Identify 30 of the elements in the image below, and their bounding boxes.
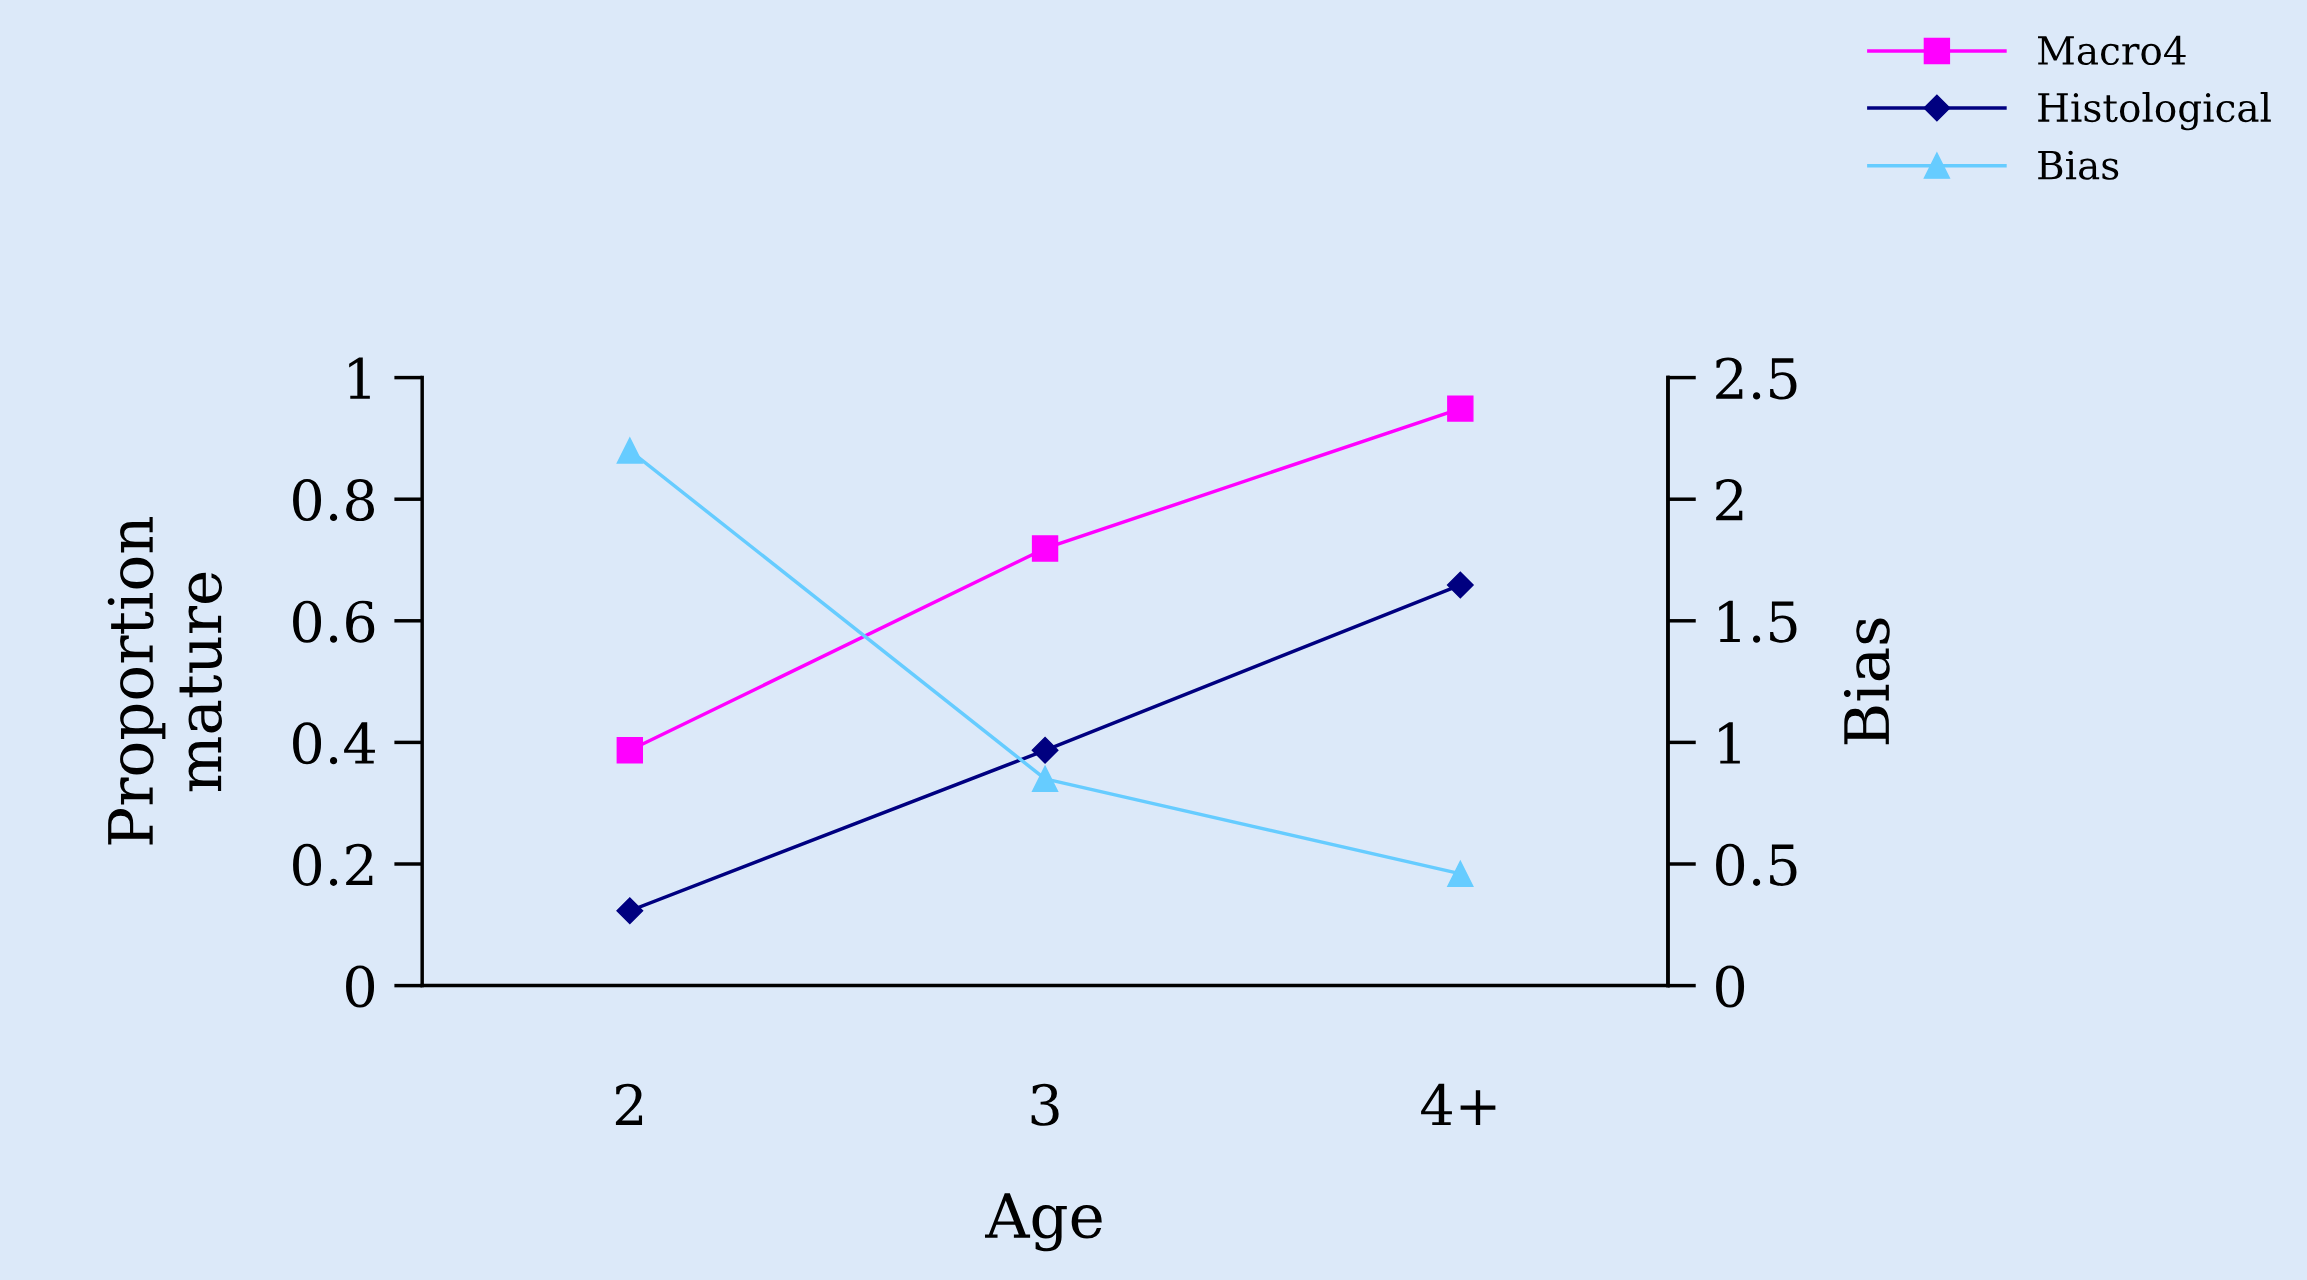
y-tick-label: 0 <box>346 965 375 1008</box>
legend-label: Bias <box>2038 150 2119 180</box>
point <box>616 437 644 464</box>
x-tick-label: 2 <box>615 1083 643 1126</box>
y-tick-label: 0.2 <box>293 843 373 886</box>
y-tick-label: 0.8 <box>293 479 374 522</box>
y2-tick-label: 2.5 <box>1716 357 1797 400</box>
y2-axis-title: Bias <box>1843 618 1890 745</box>
y2-tick-label: 2 <box>1716 479 1743 521</box>
point <box>1446 571 1474 599</box>
point <box>1031 535 1059 562</box>
y2-tick-label: 0 <box>1716 965 1745 1008</box>
y2-tick-label: 1.5 <box>1719 600 1797 643</box>
y-tick-label: 0.6 <box>293 600 375 643</box>
y-tick-label: 1 <box>349 357 370 399</box>
y2-tick-label: 1 <box>1719 722 1740 764</box>
point <box>616 897 644 925</box>
point <box>1031 765 1059 793</box>
y2-tick-label: 0.5 <box>1716 843 1797 886</box>
x-tick-label: 4+ <box>1421 1083 1496 1126</box>
point <box>1447 395 1474 422</box>
y-tick-label: 0.4 <box>293 722 375 765</box>
point <box>1031 736 1059 764</box>
x-tick-label: 3 <box>1031 1083 1059 1126</box>
x-axis-title: Age <box>985 1193 1102 1252</box>
y-axis-title: Proportion mature <box>107 517 222 845</box>
point <box>1447 860 1474 887</box>
legend-label: Macro4 <box>2038 35 2186 66</box>
legend-label: Histological <box>2038 92 2271 131</box>
point <box>616 737 644 764</box>
